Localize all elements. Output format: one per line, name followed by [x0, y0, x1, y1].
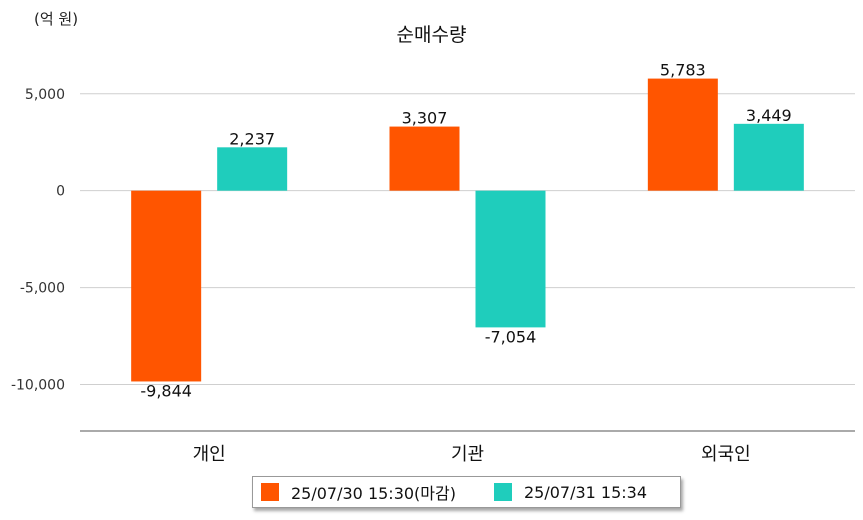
x-tick-label-3: 외국인 [701, 444, 751, 465]
bar-series-2-3 [733, 123, 804, 191]
bar-series-2-2 [475, 190, 546, 328]
legend: 25/07/30 15:30(마감) 25/07/31 15:34 [252, 476, 681, 508]
legend-swatch-series-1 [261, 483, 279, 501]
bar-series-2-1 [217, 147, 288, 191]
data-label-series-1-3: 5,783 [660, 61, 706, 80]
legend-item-series-2[interactable]: 25/07/31 15:34 [493, 482, 648, 502]
legend-swatch-series-2 [493, 483, 512, 501]
bar-series-1-2 [389, 126, 460, 191]
data-label-series-2-2: -7,054 [485, 327, 537, 346]
data-label-series-2-3: 3,449 [746, 106, 792, 125]
legend-label-series-1: 25/07/30 15:30(마감) [291, 484, 456, 503]
legend-item-series-1[interactable]: 25/07/30 15:30(마감) [261, 480, 456, 504]
y-tick-label: -10,000 [11, 377, 65, 393]
legend-label-series-2: 25/07/31 15:34 [523, 482, 648, 502]
y-tick-label: -5,000 [20, 281, 65, 297]
chart-title: 순매수량 [396, 24, 467, 46]
data-label-series-1-2: 3,307 [402, 109, 448, 128]
x-tick-label-1: 개인 [193, 444, 226, 465]
y-tick-label: 5,000 [25, 87, 65, 103]
data-label-series-2-1: 2,237 [229, 129, 275, 148]
data-label-series-1-1: -9,844 [140, 381, 192, 400]
bar-series-1-3 [647, 78, 718, 191]
y-tick-label: 0 [56, 184, 65, 200]
unit-label: (억 원) [34, 10, 79, 28]
x-tick-label-2: 기관 [451, 444, 484, 465]
bar-series-1-1 [131, 190, 202, 382]
